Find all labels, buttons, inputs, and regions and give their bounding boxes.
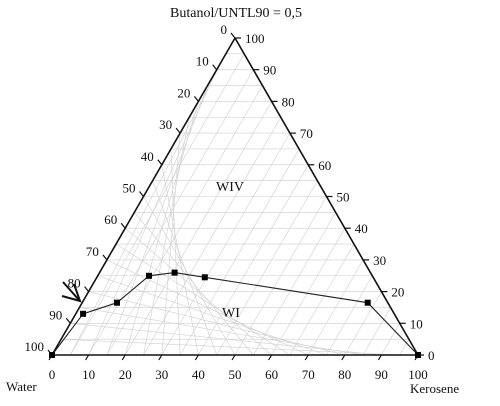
tick-mark-left (175, 127, 181, 134)
grid-line-water (125, 227, 272, 356)
grid-line-kerosene (307, 259, 364, 356)
tick-label-left: 80 (68, 276, 81, 291)
tick-label-bottom: 60 (265, 367, 278, 382)
grid-line-water (88, 291, 345, 356)
tick-label-right: 0 (428, 348, 435, 363)
tick-label-right: 60 (318, 158, 331, 173)
grid-line-water (97, 275, 327, 356)
tick-label-right: 100 (245, 31, 265, 46)
tick-mark-left (102, 254, 108, 261)
tick-mark-bottom (194, 354, 199, 361)
tick-mark-left (120, 222, 126, 229)
tick-mark-bottom (341, 354, 346, 361)
grid-line-kerosene (326, 275, 373, 356)
data-point (201, 274, 208, 281)
tick-label-right: 80 (282, 94, 295, 109)
grid-line-kerosene (399, 339, 410, 356)
grid-line-kerosene (253, 212, 336, 356)
tick-label-left: 50 (123, 181, 136, 196)
tick-mark-bottom (377, 354, 382, 361)
tick-label-left: 90 (49, 307, 62, 322)
tick-mark-bottom (268, 354, 273, 361)
tick-label-bottom: 0 (49, 367, 56, 382)
arrow-annotation (61, 281, 82, 303)
data-point (49, 352, 55, 358)
grid-line-water (79, 307, 364, 356)
tick-label-left: 70 (86, 244, 99, 259)
tick-layer: 0 0 0 10 10 10 20 20 20 30 30 30 40 40 40 50 50 50 60 60 60 7… (25, 22, 435, 382)
grid-line-kerosene (362, 307, 391, 356)
tick-label-bottom: 50 (229, 367, 242, 382)
region-label-wi: WI (222, 306, 240, 321)
grid-line-water (143, 196, 236, 356)
grid-line-water (115, 243, 291, 356)
series-line (51, 272, 419, 356)
tick-mark-left (193, 96, 199, 102)
grid-line-water (134, 212, 254, 356)
grid-line-water (106, 259, 309, 356)
tick-label-bottom: 80 (338, 367, 351, 382)
data-point (171, 269, 178, 276)
tick-mark-bottom (121, 354, 126, 361)
tick-label-bottom: 20 (119, 367, 132, 382)
tick-label-right: 90 (263, 63, 276, 78)
tick-label-bottom: 40 (192, 367, 205, 382)
series-layer (49, 269, 421, 358)
tick-label-left: 0 (221, 22, 228, 37)
grid-line-water (70, 323, 382, 356)
grid-line-kerosene (143, 117, 282, 356)
tick-mark-left (230, 32, 236, 39)
grid-line-kerosene (271, 228, 346, 356)
grid-line-kerosene (344, 291, 382, 356)
grid-line-kerosene (179, 148, 300, 356)
region-label-wiv: WIV (216, 180, 244, 195)
tick-label-left: 60 (104, 212, 117, 227)
tick-mark-bottom (85, 354, 90, 361)
data-point (80, 310, 87, 317)
data-point (146, 272, 152, 279)
tick-mark-bottom (158, 354, 163, 361)
tick-label-right: 70 (300, 126, 313, 141)
tick-label-left: 40 (141, 149, 154, 164)
grid-line-kerosene (289, 243, 355, 356)
data-point (364, 299, 371, 306)
tick-label-right: 20 (391, 285, 404, 300)
grid-line-kerosene (216, 180, 318, 356)
tick-mark-bottom (231, 354, 236, 361)
data-point (415, 352, 421, 358)
tick-label-bottom: 70 (302, 367, 315, 382)
tick-label-left: 100 (25, 339, 45, 354)
grid-line-water (61, 338, 400, 356)
tick-label-right: 50 (337, 190, 350, 205)
grid-line-kerosene (70, 53, 245, 356)
tick-label-bottom: 30 (155, 367, 168, 382)
corner-label-water: Water (6, 379, 37, 394)
chart-title: Butanol/UNTL90 = 0,5 (170, 6, 302, 21)
tick-label-bottom: 100 (408, 367, 428, 382)
tick-mark-left (84, 286, 90, 292)
tick-mark-bottom (304, 354, 309, 361)
corner-label-kerosene: Kerosene (410, 381, 459, 396)
tick-label-left: 10 (196, 54, 209, 69)
tick-mark-left (65, 317, 71, 324)
grid-line-kerosene (106, 85, 263, 356)
tick-label-bottom: 90 (375, 367, 388, 382)
data-point (114, 299, 120, 306)
tick-mark-left (139, 191, 144, 197)
grid-layer (61, 53, 410, 356)
tick-label-right: 40 (355, 221, 368, 236)
tick-label-left: 20 (177, 85, 190, 100)
tick-label-right: 10 (410, 316, 423, 331)
tick-mark-left (212, 64, 218, 71)
grid-line-kerosene (381, 323, 400, 356)
tick-label-bottom: 10 (82, 367, 95, 382)
tick-mark-left (157, 159, 163, 166)
tick-label-left: 30 (159, 117, 172, 132)
tick-label-right: 30 (373, 253, 386, 268)
